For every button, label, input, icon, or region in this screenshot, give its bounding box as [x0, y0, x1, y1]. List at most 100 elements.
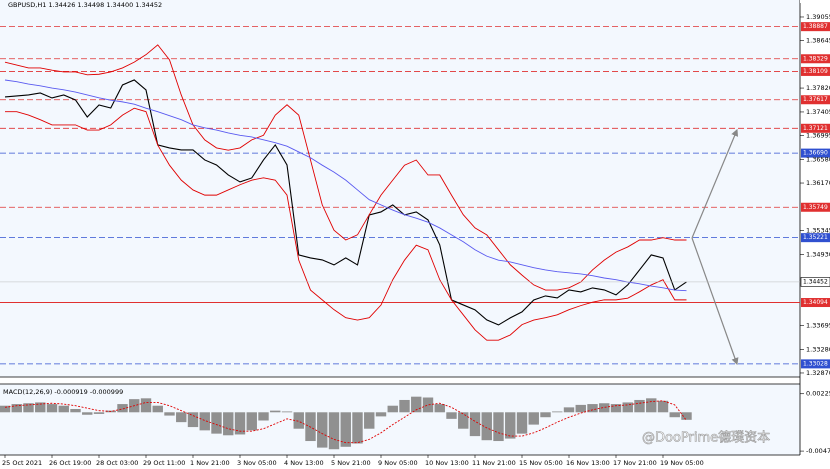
level-label-box	[801, 95, 830, 105]
level-label: 1.37617	[803, 96, 828, 103]
level-label-box	[801, 202, 830, 212]
macd-bar	[364, 412, 375, 429]
macd-plot-bg	[0, 384, 800, 455]
macd-bar	[493, 412, 504, 442]
level-label-box	[801, 233, 830, 243]
macd-bar	[540, 412, 551, 418]
level-label: 1.38109	[803, 68, 828, 75]
macd-bar	[58, 405, 69, 413]
x-tick-label: 16 Nov 13:00	[566, 459, 610, 467]
x-tick-label: 10 Nov 13:00	[425, 459, 469, 467]
macd-bar	[622, 402, 633, 413]
projection-arrow-up	[691, 128, 739, 239]
level-label: 1.34094	[803, 299, 828, 306]
level-label-box	[801, 148, 830, 158]
macd-bar	[587, 404, 598, 413]
main-plot-bg	[0, 0, 800, 377]
y-tick-label: 1.37820	[806, 84, 830, 92]
x-tick-label: 11 Nov 21:00	[472, 459, 516, 467]
y-tick-label: 1.34930	[806, 250, 830, 258]
level-label: 1.33028	[803, 360, 828, 367]
y-tick-label: 1.33280	[806, 345, 830, 353]
macd-bar	[352, 412, 363, 444]
macd-bar	[340, 412, 351, 447]
level-label-box	[801, 298, 830, 308]
macd-bar	[458, 412, 469, 429]
level-label: 1.35221	[803, 234, 828, 241]
level-label: 1.36690	[803, 150, 828, 157]
indicator-line	[4, 44, 687, 291]
macd-bar	[117, 404, 128, 413]
macd-bar	[270, 410, 281, 413]
macd-bar	[35, 402, 46, 413]
level-label-box	[801, 22, 830, 32]
macd-bar	[669, 412, 680, 418]
chart-title: GBPUSD,H1 1.34426 1.34498 1.34400 1.3445…	[8, 1, 162, 9]
macd-bar	[176, 412, 187, 423]
y-tick-label: 1.35345	[806, 227, 830, 235]
y-tick-label: 0.002258	[806, 390, 830, 398]
y-tick-label: 1.37405	[806, 108, 830, 116]
x-tick-label: 28 Oct 03:00	[96, 459, 138, 467]
level-label-box	[801, 359, 830, 369]
macd-title: MACD(12,26,9) -0.000919 -0.000999	[3, 388, 123, 396]
macd-bar	[657, 400, 669, 413]
macd-bar	[422, 397, 434, 413]
macd-bar	[505, 412, 516, 439]
macd-bar	[281, 411, 293, 413]
macd-bar	[599, 403, 610, 413]
macd-bar	[317, 412, 328, 448]
y-tick-label: 1.33695	[806, 321, 830, 329]
macd-bar	[46, 404, 58, 413]
last-price-box	[800, 277, 830, 287]
macd-bar	[152, 405, 163, 413]
corner	[800, 0, 830, 3]
macd-bar	[516, 412, 528, 434]
x-tick-label: 1 Nov 21:00	[190, 459, 230, 467]
macd-bar	[575, 404, 586, 413]
watermark: @DooPrime德璞资本	[642, 431, 770, 446]
macd-bar	[446, 412, 457, 419]
macd-bar	[187, 412, 199, 428]
macd-bar	[328, 412, 340, 450]
level-label: 1.35749	[803, 204, 828, 211]
macd-bar	[140, 398, 152, 413]
macd-bar	[434, 404, 445, 413]
level-label: 1.38329	[803, 55, 828, 62]
y-tick-label: 1.39055	[806, 13, 830, 21]
y-tick-label: 1.36995	[806, 132, 830, 140]
x-tick-label: 15 Nov 05:00	[519, 459, 563, 467]
macd-bar	[610, 404, 622, 413]
x-tick-label: 19 Nov 05:00	[660, 459, 704, 467]
macd-bar	[0, 405, 11, 413]
y-tick-label: 1.32870	[806, 369, 830, 377]
macd-bar	[11, 404, 22, 413]
macd-bar	[375, 412, 387, 417]
level-label-box	[801, 66, 830, 76]
macd-bar	[234, 412, 246, 435]
level-label-box	[801, 54, 830, 64]
macd-bar	[223, 412, 234, 436]
level-label: 1.37121	[803, 125, 828, 132]
macd-bar	[258, 412, 269, 421]
level-label-box	[801, 123, 830, 133]
macd-bar	[646, 398, 657, 413]
macd-bar	[411, 396, 422, 413]
macd-bar	[246, 412, 257, 431]
indicator-line	[4, 79, 687, 292]
macd-bar	[164, 412, 175, 416]
macd-bar	[199, 412, 210, 431]
macd-bar	[634, 399, 645, 413]
macd-bar	[481, 412, 492, 441]
macd-bar	[387, 405, 398, 413]
y-tick-label: 1.36170	[806, 179, 830, 187]
y-tick-label: 1.38645	[806, 37, 830, 45]
y-tick-label: 1.36580	[806, 155, 830, 163]
projection-arrow-down	[691, 237, 739, 366]
x-tick-label: 26 Oct 19:00	[49, 459, 91, 467]
signal-line	[4, 400, 687, 444]
macd-bar	[82, 412, 93, 415]
x-tick-label: 3 Nov 05:00	[237, 459, 277, 467]
